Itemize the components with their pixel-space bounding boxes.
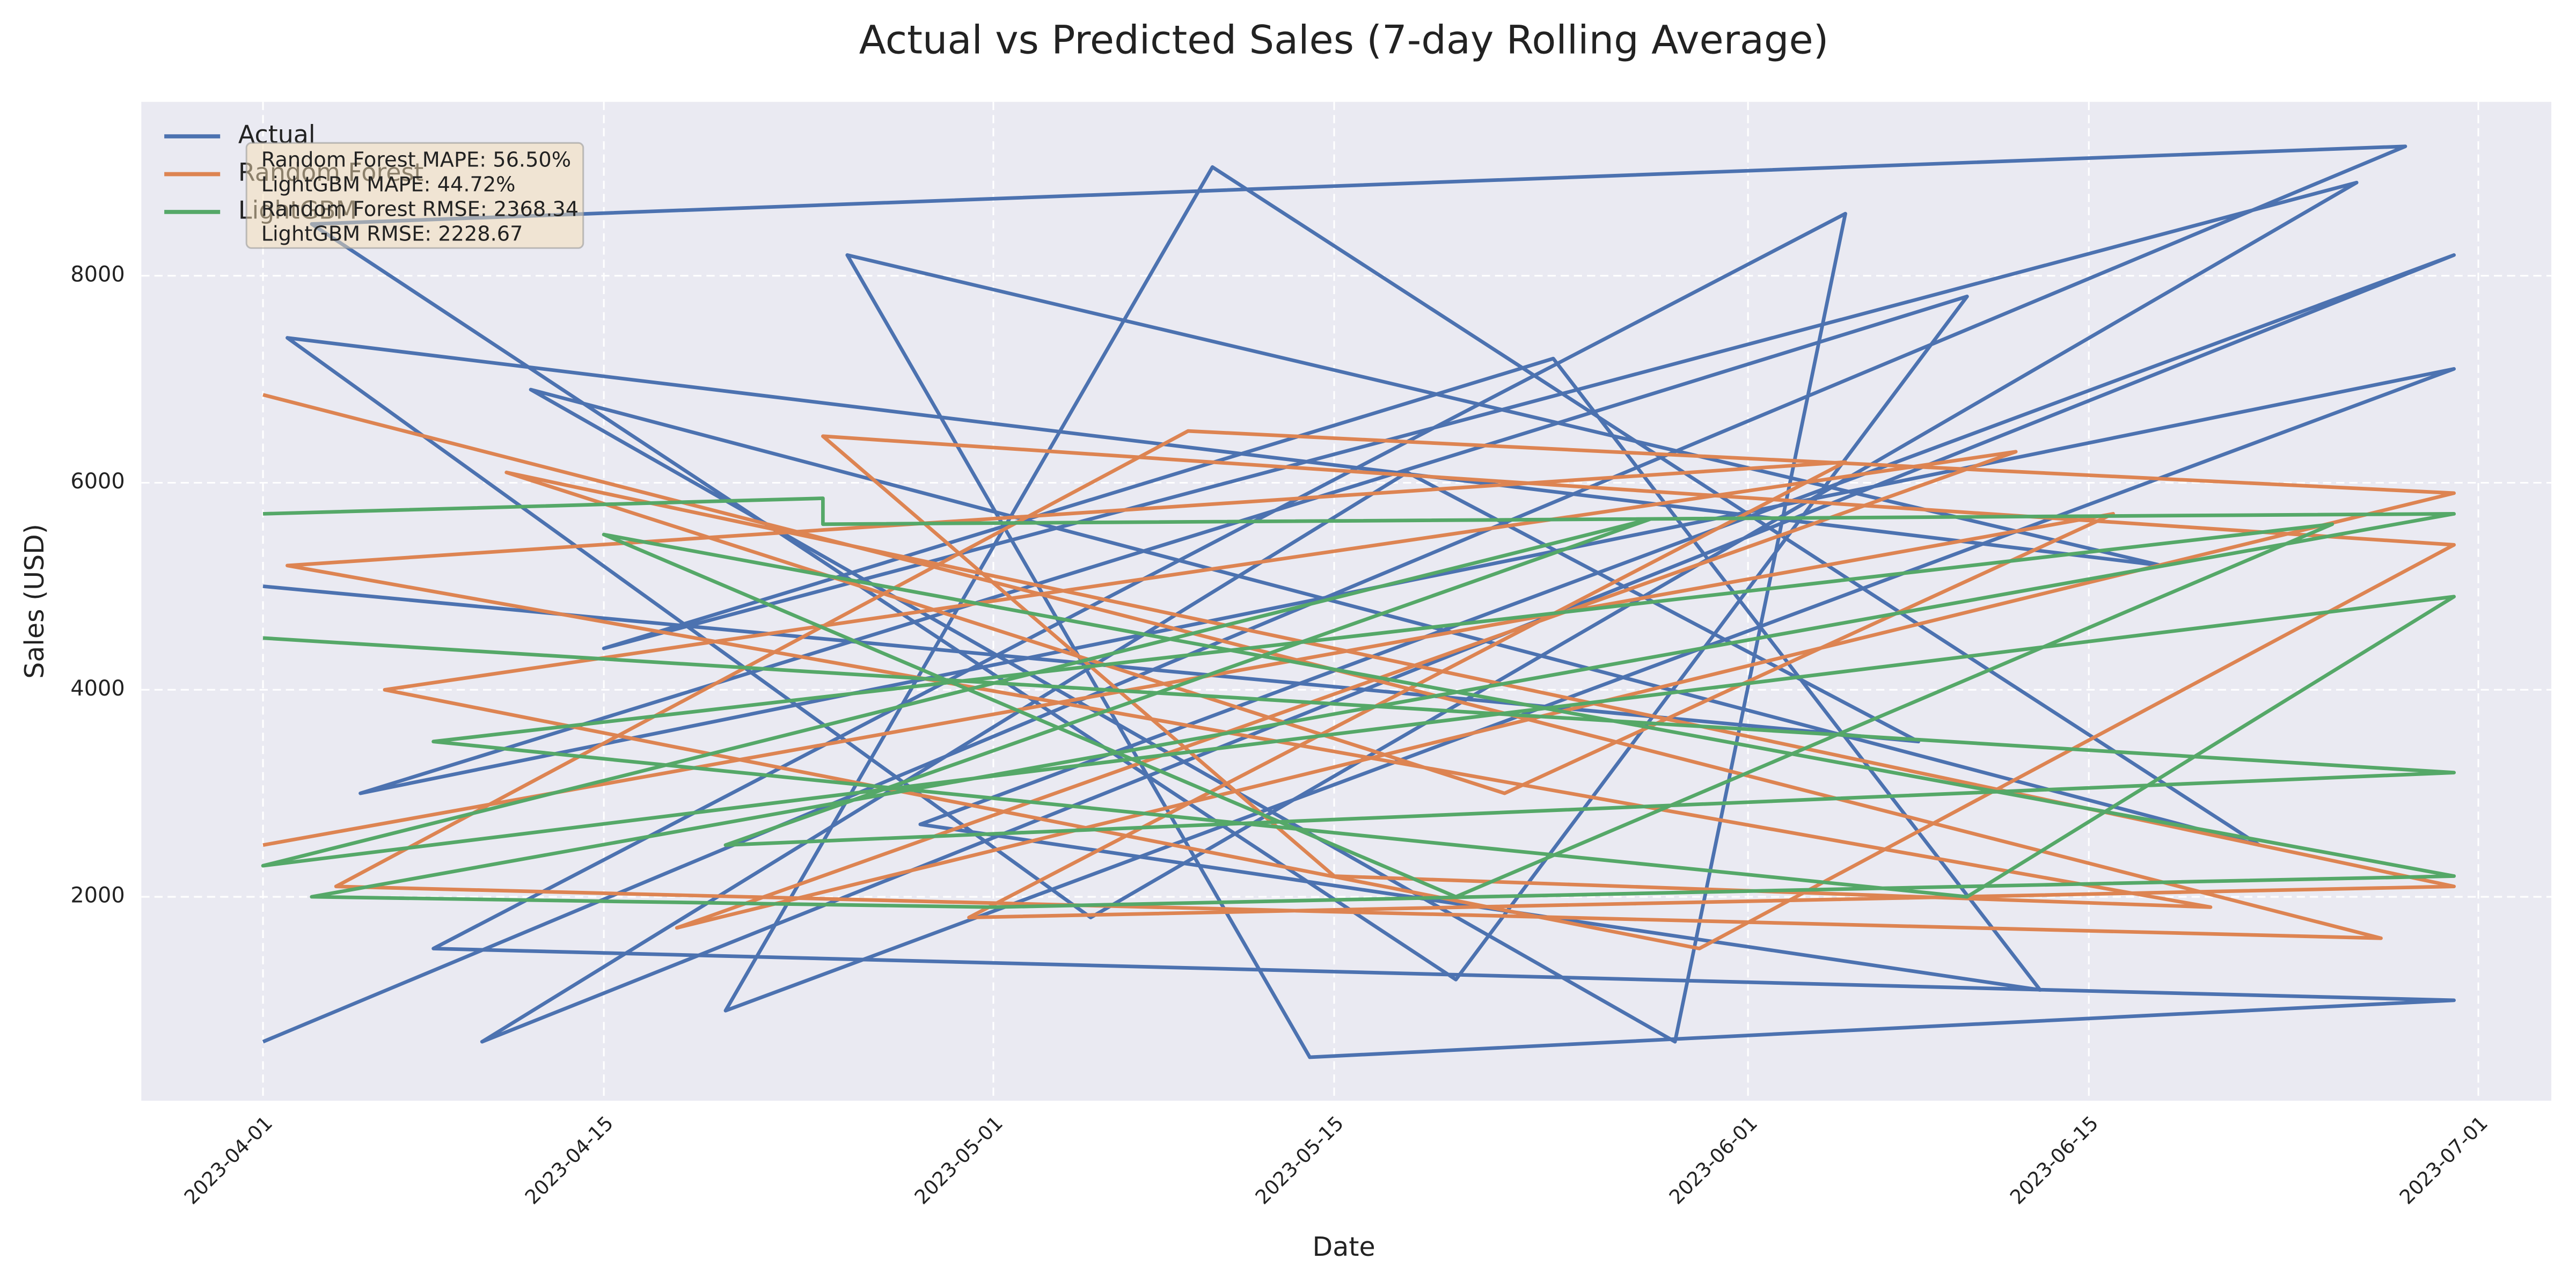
annotation-text: Random Forest MAPE: 56.50% <box>261 148 571 172</box>
annotation-text: Random Forest RMSE: 2368.34 <box>261 197 579 221</box>
annotation-box: Random Forest MAPE: 56.50%LightGBM MAPE:… <box>245 142 584 249</box>
x-axis-label: Date <box>1313 1232 1375 1262</box>
y-tick-label: 6000 <box>70 469 125 494</box>
annotation-text: LightGBM MAPE: 44.72% <box>261 172 516 196</box>
series-line <box>262 393 2456 950</box>
chart-title: Actual vs Predicted Sales (7-day Rolling… <box>859 18 1829 63</box>
y-tick-label: 8000 <box>70 262 125 287</box>
series-line <box>262 144 2456 1059</box>
y-tick-label: 2000 <box>70 883 125 908</box>
y-axis-label: Sales (USD) <box>19 524 50 679</box>
lines <box>261 144 2456 1059</box>
series-line <box>261 496 2456 909</box>
annotation-background <box>245 142 584 249</box>
y-tick-label: 4000 <box>70 676 125 701</box>
annotation-text: LightGBM RMSE: 2228.67 <box>261 222 523 246</box>
